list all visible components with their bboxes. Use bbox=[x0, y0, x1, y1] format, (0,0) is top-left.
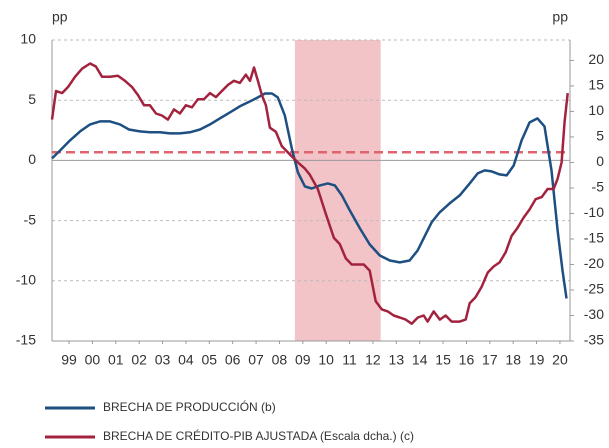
x-tick-label: 05 bbox=[202, 352, 218, 368]
x-tick-label: 04 bbox=[178, 352, 194, 368]
x-tick-label: 01 bbox=[108, 352, 124, 368]
y2-tick-label: 10 bbox=[588, 102, 604, 118]
x-tick-label: 06 bbox=[225, 352, 241, 368]
y2-tick-label: -20 bbox=[584, 255, 604, 271]
x-tick-label: 19 bbox=[529, 352, 545, 368]
y2-tick-label: 20 bbox=[588, 51, 604, 67]
x-tick-label: 17 bbox=[482, 352, 498, 368]
x-tick-label: 12 bbox=[365, 352, 381, 368]
y2-tick-label: 5 bbox=[596, 128, 604, 144]
y-tick-label: -5 bbox=[24, 211, 37, 227]
x-tick-label: 20 bbox=[552, 352, 568, 368]
y2-tick-label: -35 bbox=[584, 332, 604, 348]
y-tick-label: -10 bbox=[16, 272, 36, 288]
data-line bbox=[50, 62, 569, 325]
y2-tick-label: 0 bbox=[596, 153, 604, 169]
y2-tick-label: -15 bbox=[584, 230, 604, 246]
y-tick-label: 0 bbox=[28, 151, 36, 167]
y-tick-label: 10 bbox=[20, 31, 36, 47]
data-line bbox=[51, 92, 568, 299]
y2-axis-label: pp bbox=[552, 9, 568, 25]
x-tick-label: 14 bbox=[412, 352, 428, 368]
y2-tick-label: -25 bbox=[584, 281, 604, 297]
x-tick-label: 16 bbox=[459, 352, 475, 368]
x-tick-label: 15 bbox=[435, 352, 451, 368]
y2-tick-label: -30 bbox=[584, 306, 604, 322]
x-tick-label: 10 bbox=[318, 352, 334, 368]
x-tick-label: 07 bbox=[248, 352, 264, 368]
y2-tick-label: -5 bbox=[592, 179, 605, 195]
x-tick-label: 00 bbox=[85, 352, 101, 368]
x-tick-label: 09 bbox=[295, 352, 311, 368]
legend-label: BRECHA DE CRÉDITO-PIB AJUSTADA (Escala d… bbox=[103, 428, 414, 443]
x-tick-label: 18 bbox=[505, 352, 521, 368]
x-tick-label: 11 bbox=[342, 352, 357, 368]
x-tick-label: 08 bbox=[272, 352, 288, 368]
y2-tick-label: 15 bbox=[588, 77, 604, 93]
y2-tick-label: -10 bbox=[584, 204, 604, 220]
x-tick-label: 02 bbox=[131, 352, 147, 368]
y-axis-label: pp bbox=[52, 9, 68, 25]
legend-label: BRECHA DE PRODUCCIÓN (b) bbox=[103, 399, 276, 414]
y-tick-label: 5 bbox=[28, 91, 36, 107]
x-tick-label: 13 bbox=[389, 352, 405, 368]
y-tick-label: -15 bbox=[16, 332, 36, 348]
x-tick-label: 03 bbox=[155, 352, 171, 368]
x-tick-label: 99 bbox=[61, 352, 77, 368]
